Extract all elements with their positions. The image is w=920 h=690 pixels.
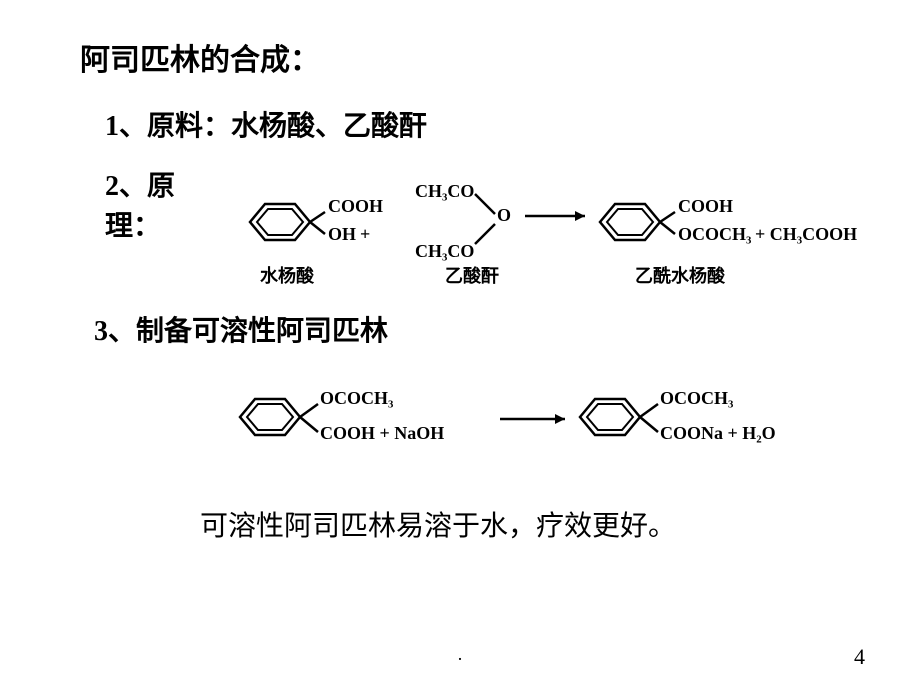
svg-text:乙酸酐: 乙酸酐 — [445, 265, 499, 286]
svg-text:OCOCH₃: OCOCH₃ — [320, 388, 394, 408]
item-3-soluble-aspirin: 3、制备可溶性阿司匹林 — [94, 309, 860, 349]
item-2-principle: 2、原理： — [105, 164, 200, 244]
svg-text:COONa + H₂O: COONa + H₂O — [660, 423, 776, 443]
item-1-materials: 1、原料：水杨酸、乙酸酐 — [105, 104, 860, 144]
reaction-equation-2: OCOCH₃ COOH + NaOH OCOCH₃ COONa + H₂O — [220, 364, 860, 479]
svg-text:OCOCH₃: OCOCH₃ — [678, 224, 752, 244]
svg-text:CH₃CO: CH₃CO — [415, 181, 474, 201]
svg-text:乙酰水杨酸: 乙酰水杨酸 — [635, 265, 726, 286]
svg-text:OCOCH₃: OCOCH₃ — [660, 388, 734, 408]
svg-text:+ CH₃COOH: + CH₃COOH — [755, 224, 857, 244]
page-number: 4 — [854, 644, 865, 670]
svg-text:水杨酸: 水杨酸 — [260, 265, 315, 286]
svg-text:O: O — [497, 205, 511, 225]
svg-text:OH: OH — [328, 224, 356, 244]
svg-text:COOH: COOH — [678, 196, 733, 216]
svg-text:+: + — [360, 224, 370, 244]
svg-text:COOH + NaOH: COOH + NaOH — [320, 423, 444, 443]
footer-conclusion: 可溶性阿司匹林易溶于水，疗效更好。 — [200, 504, 860, 544]
reaction-equation-1: COOH OH + 水杨酸 CH₃CO O CH₃CO 乙酸酐 — [220, 164, 860, 294]
footer-dot: . — [458, 644, 463, 665]
section-title: 阿司匹林的合成： — [80, 35, 860, 79]
svg-text:COOH: COOH — [328, 196, 383, 216]
svg-text:CH₃CO: CH₃CO — [415, 241, 474, 261]
